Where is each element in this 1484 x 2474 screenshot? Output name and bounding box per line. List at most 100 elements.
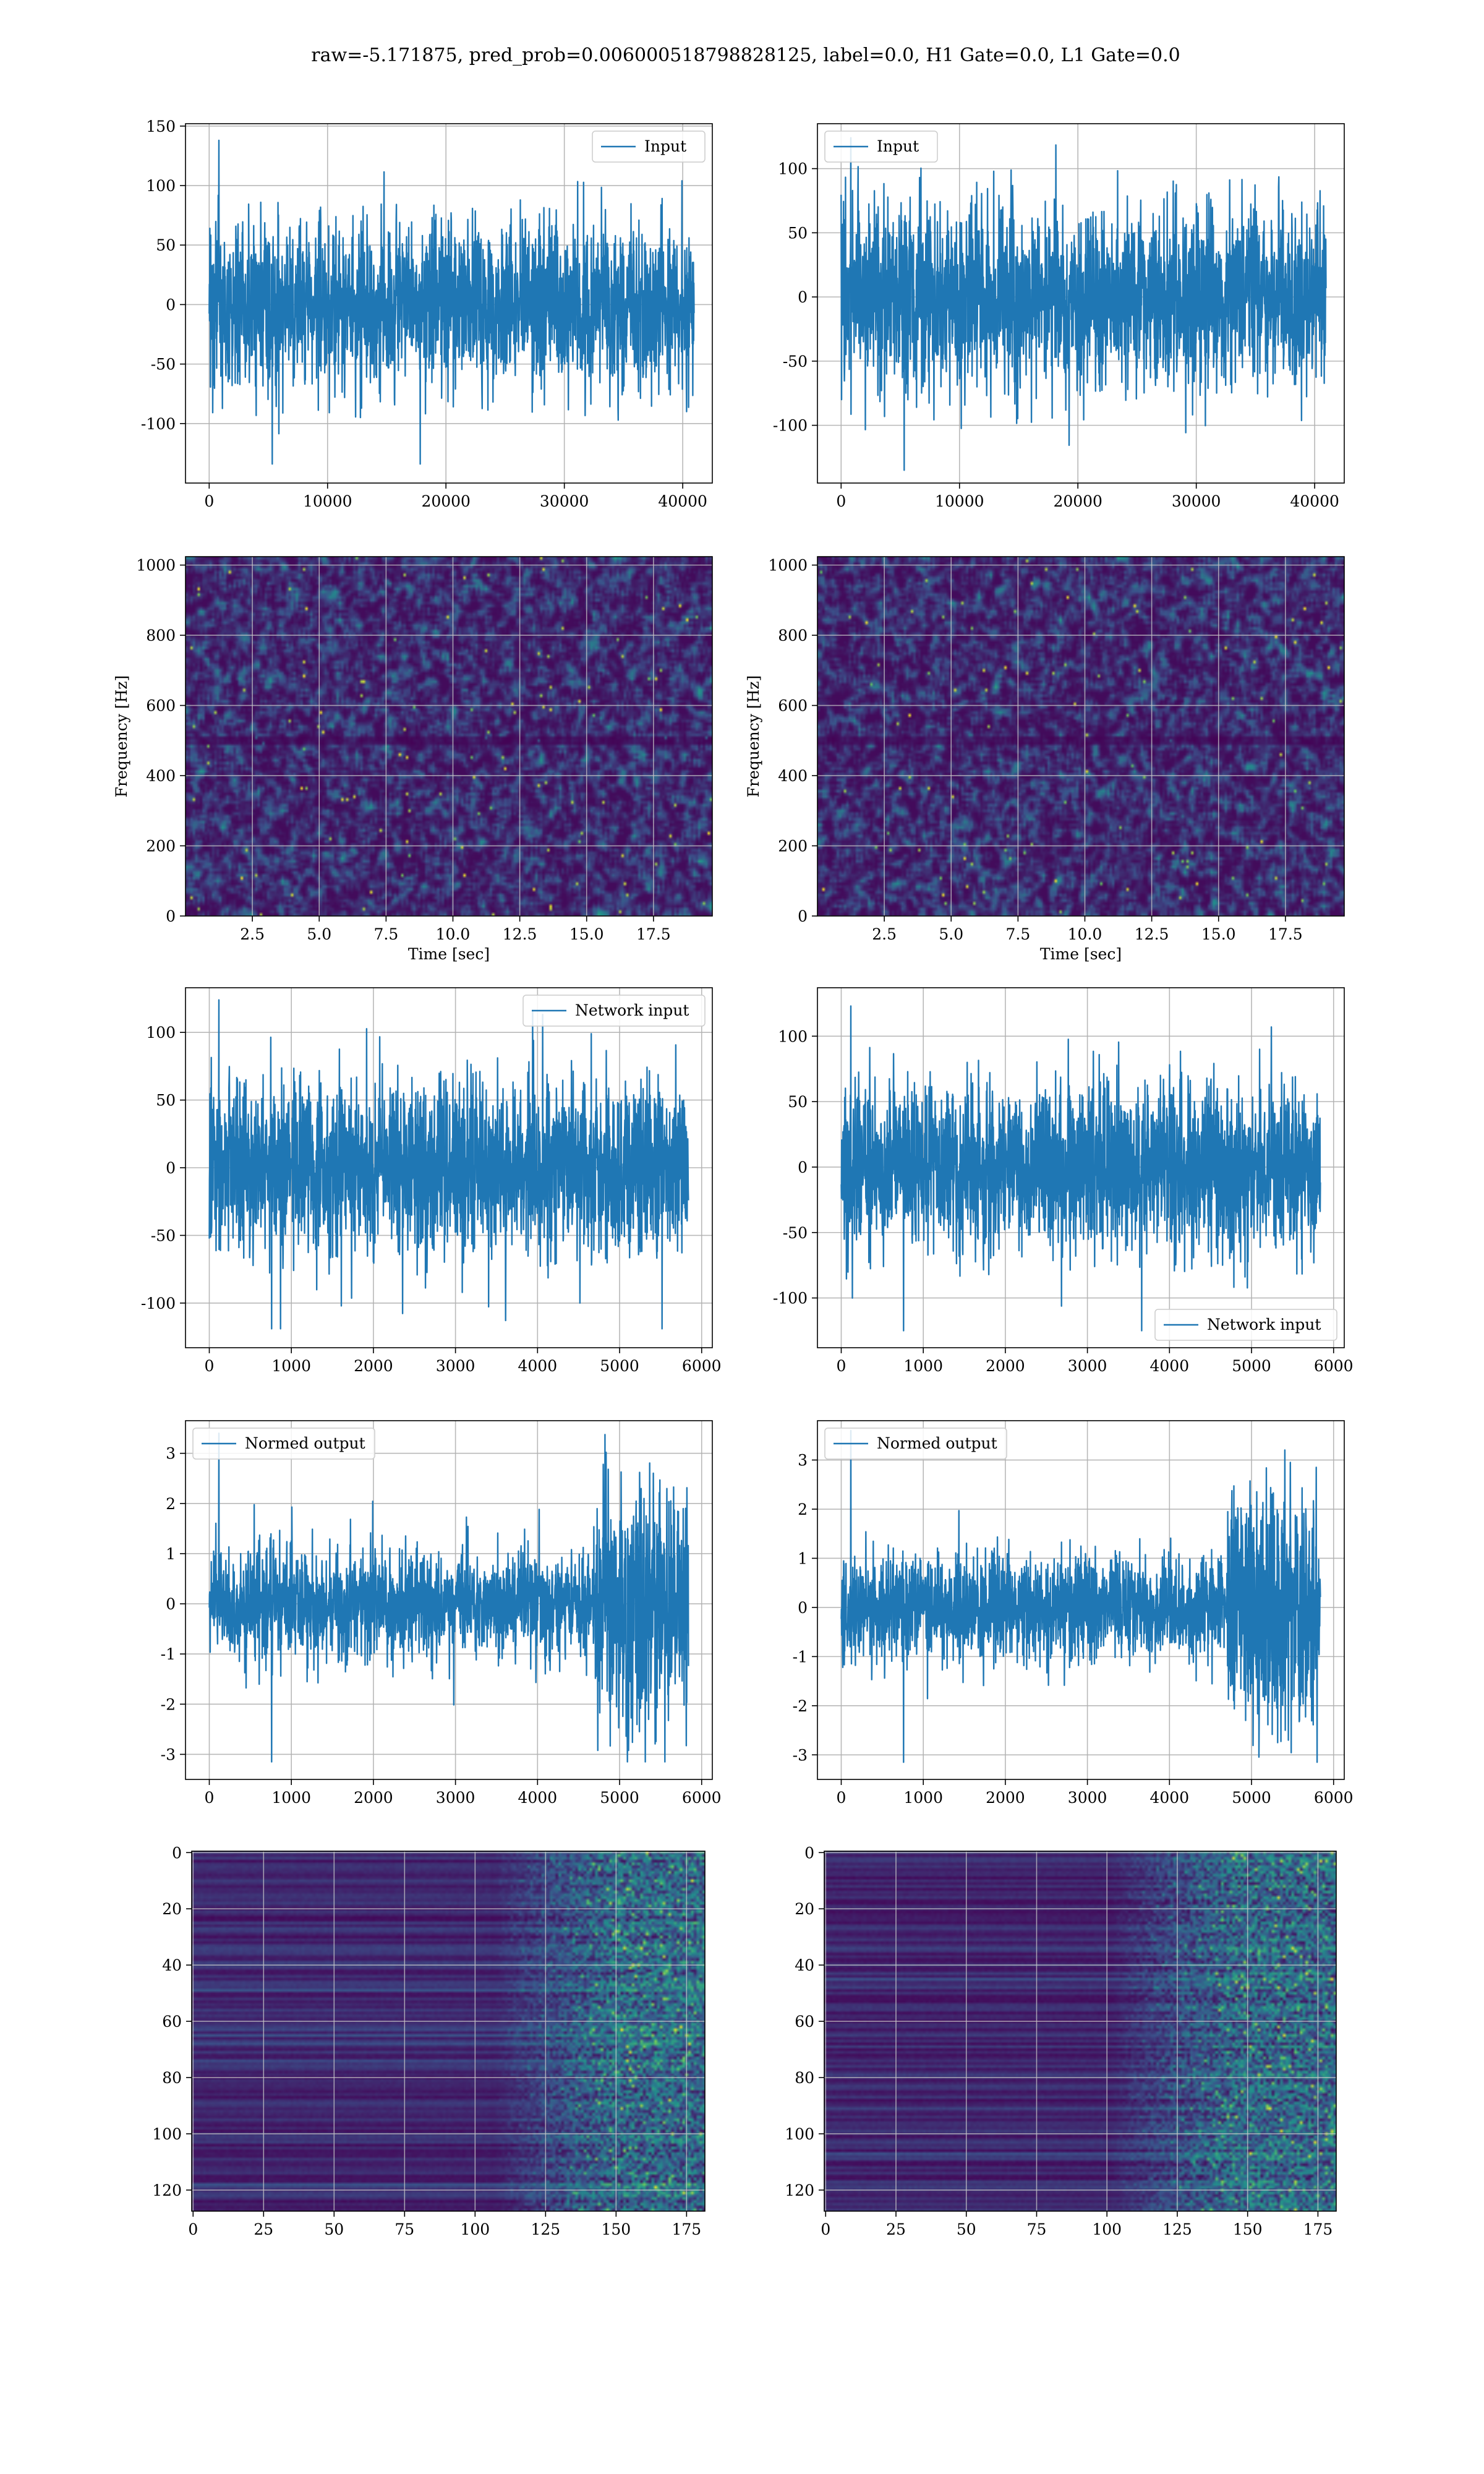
y-tick-label: 800	[146, 627, 176, 644]
x-tick-label: 4000	[1150, 1789, 1190, 1807]
y-tick-label: 0	[166, 1595, 176, 1613]
y-tick-label: -100	[773, 1290, 808, 1308]
legend: Input	[592, 131, 706, 163]
y-tick-label: 0	[804, 1844, 814, 1862]
heatmap-image	[817, 557, 1344, 916]
x-tick-label: 1000	[271, 1789, 311, 1807]
x-tick-label: 6000	[1314, 1789, 1354, 1807]
y-tick-label: 100	[778, 1027, 808, 1045]
plot-area	[192, 1851, 705, 2211]
x-tick-label: 12.5	[1135, 925, 1169, 943]
y-tick-label: 60	[795, 2013, 814, 2031]
legend-label: Input	[644, 137, 686, 155]
legend-box	[192, 1427, 375, 1460]
y-tick-label: 120	[785, 2181, 814, 2199]
legend: Normed output	[824, 1427, 1007, 1460]
axes-frame	[185, 123, 713, 484]
y-tick-label: 1000	[768, 557, 808, 575]
x-tick-label: 0	[837, 1357, 846, 1375]
legend-label: Normed output	[877, 1434, 997, 1452]
subplot-feature-map-h1: 0 25 50 75 100 125 150 175 0 20 40 60 80 100 120	[152, 1844, 706, 2238]
y-tick-label: 50	[788, 1093, 808, 1111]
x-tick-label: 2000	[986, 1357, 1025, 1375]
subplot-normed-output-h1: 0 1000 2000 3000 4000 5000 6000 -3 -2 -1 0 1 2 3 Norme…	[161, 1420, 722, 1807]
y-tick-label: 120	[152, 2181, 182, 2199]
y-tick-label: 20	[162, 1900, 182, 1918]
y-tick-label: -3	[161, 1745, 176, 1763]
ticks: 2.5 5.0 7.5 10.0 12.5 15.0 17.5 0 200 400 600 800 10…	[136, 557, 670, 943]
y-tick-label: 60	[162, 2013, 182, 2031]
heatmap-image	[186, 557, 712, 916]
x-tick-label: 7.5	[1005, 925, 1030, 943]
x-tick-label: 75	[394, 2220, 414, 2238]
x-tick-label: 0	[837, 1789, 846, 1807]
y-tick-label: 100	[785, 2125, 814, 2143]
legend-label: Normed output	[245, 1434, 365, 1452]
x-tick-label: 2.5	[240, 925, 265, 943]
series-line	[840, 1005, 1321, 1332]
x-tick-label: 0	[188, 2220, 198, 2238]
x-tick-label: 125	[1162, 2220, 1192, 2238]
grid	[817, 557, 1344, 916]
axes-frame	[817, 123, 1345, 484]
x-tick-label: 6000	[1314, 1357, 1354, 1375]
x-tick-label: 5000	[600, 1357, 639, 1375]
legend-box	[824, 131, 938, 163]
y-tick-label: 50	[156, 236, 176, 254]
series-line	[208, 1432, 689, 1763]
x-tick-label: 10.0	[1068, 925, 1102, 943]
figure-title: raw=-5.171875, pred_prob=0.0060005187988…	[311, 45, 1180, 66]
x-tick-label: 0	[204, 492, 214, 510]
y-tick-label: 40	[795, 1956, 814, 1974]
x-tick-label: 3000	[1068, 1789, 1107, 1807]
y-tick-label: 0	[172, 1844, 182, 1862]
y-tick-label: 0	[798, 1158, 808, 1176]
x-tick-label: 6000	[682, 1789, 722, 1807]
y-axis-label: Frequency [Hz]	[113, 675, 130, 798]
x-tick-label: 17.5	[1268, 925, 1303, 943]
grid	[192, 1851, 705, 2211]
y-tick-label: 400	[146, 767, 176, 785]
x-tick-label: 3000	[1068, 1357, 1107, 1375]
y-tick-label: 800	[778, 627, 808, 644]
x-tick-label: 12.5	[503, 925, 537, 943]
subplot-input-h1: 0 10000 20000 30000 40000 -100 -50 0 50 100 150 Inp…	[141, 118, 713, 510]
x-tick-label: 25	[886, 2220, 906, 2238]
x-tick-label: 2.5	[872, 925, 897, 943]
x-tick-label: 1000	[903, 1789, 943, 1807]
x-tick-label: 150	[1233, 2220, 1263, 2238]
y-tick-label: 3	[798, 1452, 808, 1470]
y-tick-label: -50	[151, 356, 176, 374]
x-tick-label: 3000	[436, 1357, 475, 1375]
x-tick-label: 5000	[1232, 1357, 1271, 1375]
legend-box	[1154, 1309, 1337, 1341]
grid	[186, 557, 712, 916]
plot-area	[817, 557, 1344, 916]
y-tick-label: 0	[798, 907, 808, 925]
y-tick-label: -3	[793, 1746, 808, 1764]
x-tick-label: 5000	[600, 1789, 639, 1807]
ticks: 0 25 50 75 100 125 150 175 0 20 40 60 80 100 120	[785, 1844, 1333, 2238]
x-tick-label: 100	[460, 2220, 490, 2238]
subplot-grid: 0 10000 20000 30000 40000-100-50050100150Inp…	[113, 118, 1354, 2238]
x-tick-label: 2000	[986, 1789, 1025, 1807]
y-tick-label: 50	[156, 1092, 176, 1110]
legend: Network input	[1154, 1309, 1337, 1341]
x-tick-label: 175	[1303, 2220, 1333, 2238]
y-tick-label: 1000	[136, 557, 176, 575]
x-tick-label: 0	[205, 1789, 215, 1807]
y-tick-label: -100	[773, 417, 808, 435]
y-tick-label: 0	[798, 288, 808, 306]
x-tick-label: 7.5	[373, 925, 398, 943]
y-tick-label: 100	[778, 160, 808, 178]
plot-area	[186, 557, 712, 916]
x-axis-label: Time [sec]	[1040, 945, 1122, 963]
x-tick-label: 15.0	[569, 925, 604, 943]
y-tick-label: -1	[161, 1645, 176, 1663]
y-tick-label: 200	[778, 837, 808, 855]
x-tick-label: 2000	[354, 1357, 393, 1375]
subplot-spectrogram-h1: 2.5 5.0 7.5 10.0 12.5 15.0 17.5 0 200 400 600 800 10…	[113, 556, 713, 963]
y-tick-label: -2	[161, 1695, 176, 1713]
ticks: 0 10000 20000 30000 40000 -100 -50 0 50 100 150	[141, 118, 707, 510]
